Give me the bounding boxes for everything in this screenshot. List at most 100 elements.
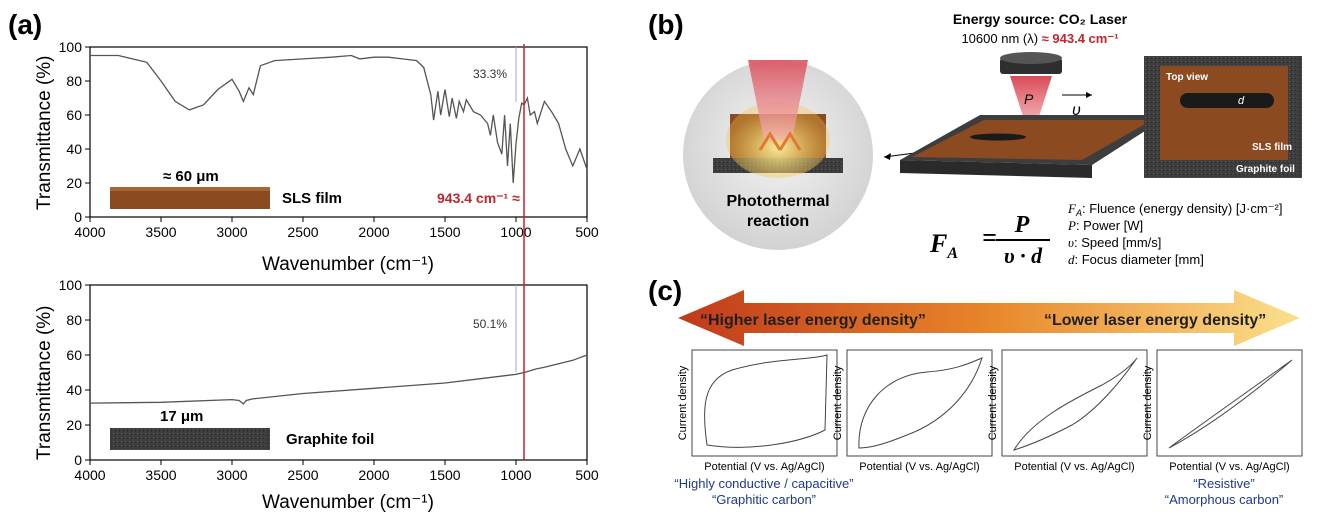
y-tick-label: 80: [66, 73, 82, 89]
gap-label-bottom: 50.1%: [473, 317, 507, 331]
fluence-equation: FA = P υ · d: [929, 212, 1050, 268]
series-line-graphite: [89, 354, 588, 405]
right-caption-1: “Resistive”: [1193, 476, 1254, 491]
sls-film-swatch: [110, 187, 270, 209]
cv-curve: [858, 357, 983, 449]
legend-entry: d: Focus diameter [mm]: [1068, 252, 1204, 267]
cv-frame: [846, 349, 993, 457]
cv-x-label: Potential (V vs. Ag/AgCl): [1014, 461, 1134, 473]
gap-label-top: 33.3%: [473, 67, 507, 81]
graphite-foil-swatch: [110, 428, 270, 450]
cv-subplot: Current density Potential (V vs. Ag/AgCl): [832, 349, 993, 473]
top-view-inset: Top view d SLS film Graphite foil: [1144, 56, 1302, 178]
x-tick-label: 500: [575, 467, 599, 483]
left-caption-1: “Highly conductive / capacitive”: [674, 476, 853, 491]
eq-numerator: P: [1014, 212, 1030, 238]
scale-label-sls: ≈ 60 μm: [163, 168, 219, 185]
energy-density-arrow: [678, 290, 1300, 346]
x-tick-label: 3500: [145, 224, 176, 240]
y-tick-label: 20: [66, 175, 82, 191]
left-caption-2: “Graphitic carbon”: [712, 492, 816, 507]
panel-label-b: (b): [648, 9, 684, 40]
photothermal-illustration: Photothermal reaction: [683, 60, 873, 250]
cv-curve: [1012, 357, 1138, 451]
x-axis-title-bottom: Wavenumber (cm⁻¹): [262, 492, 434, 512]
x-tick-label: 1000: [500, 224, 531, 240]
panel-label-c: (c): [648, 275, 682, 306]
inset-scribe: [1180, 93, 1274, 108]
y-ticks-bottom: 0 20 40 60 80 100: [59, 277, 90, 468]
laser-beam: [1010, 76, 1052, 132]
x-tick-label: 2500: [287, 224, 318, 240]
sls-film-highlight: [110, 187, 270, 191]
y-axis-title-bottom: Transmittance (%): [34, 306, 55, 461]
x-tick-label: 2000: [358, 467, 389, 483]
scale-label-graphite: 17 μm: [160, 408, 203, 425]
x-tick-label: 1000: [500, 467, 531, 483]
x-ticks-bottom: 4000 3500 3000 2500 2000 1500 1000 500: [74, 460, 599, 483]
x-ticks-top: 4000 3500 3000 2500 2000 1500 1000 500: [74, 217, 599, 240]
x-axis-title-top: Wavenumber (cm⁻¹): [262, 254, 434, 275]
sample-label-sls: SLS film: [282, 190, 342, 207]
energy-source-title: Energy source: CO₂ Laser: [953, 11, 1128, 27]
y-tick-label: 80: [66, 312, 82, 328]
cv-frame: [1156, 349, 1303, 457]
x-tick-label: 3000: [216, 224, 247, 240]
cv-y-label: Current density: [832, 365, 844, 440]
variable-legend: FA: Fluence (energy density) [J·cm⁻²]P: …: [1067, 201, 1282, 267]
y-tick-label: 0: [74, 452, 82, 468]
ftir-plot-sls: 4000 3500 3000 2500 2000 1500 1000 500 0 20 40 60 8…: [34, 39, 599, 275]
speed-arrow-head: [1086, 92, 1092, 98]
series-line-sls: [90, 54, 588, 184]
y-tick-label: 100: [59, 277, 83, 293]
eq-lhs: FA: [929, 229, 958, 262]
laser-head: P υ: [1000, 52, 1092, 132]
cv-x-label: Potential (V vs. Ag/AgCl): [859, 461, 979, 473]
laser-scribe-mark: [970, 133, 1026, 141]
wavelength-text: 10600 nm (λ) ≈ 943.4 cm⁻¹: [961, 31, 1118, 46]
stage-foil-side: [900, 160, 1092, 178]
laser-beam-zoom: [748, 60, 808, 140]
legend-entry: FA: Fluence (energy density) [J·cm⁻²]: [1067, 201, 1282, 218]
inset-film-label: SLS film: [1252, 142, 1292, 153]
power-symbol: P: [1024, 91, 1034, 107]
x-tick-label: 4000: [74, 467, 105, 483]
x-tick-label: 2500: [287, 467, 318, 483]
cv-frame: [1001, 349, 1148, 457]
cv-subplots: Current density Potential (V vs. Ag/AgCl)…: [677, 349, 1303, 473]
speed-symbol: υ: [1072, 102, 1081, 119]
cv-x-label: Potential (V vs. Ag/AgCl): [1169, 461, 1289, 473]
sample-stage: [900, 115, 1170, 178]
inset-foil-label: Graphite foil: [1236, 164, 1295, 175]
inset-title: Top view: [1166, 72, 1208, 83]
arrow-label-right: “Lower laser energy density”: [1044, 312, 1266, 329]
eq-denominator: υ · d: [1004, 243, 1043, 268]
laser-head-top: [1000, 52, 1062, 64]
cv-y-label: Current density: [987, 365, 999, 440]
x-tick-label: 1500: [429, 224, 460, 240]
reaction-label-2: reaction: [747, 213, 809, 230]
heat-arrows: [758, 131, 802, 151]
x-tick-label: 2000: [358, 224, 389, 240]
panel-label-a: (a): [8, 9, 42, 40]
sample-label-graphite: Graphite foil: [286, 431, 374, 448]
cv-curve: [704, 354, 828, 448]
cv-subplot: Current density Potential (V vs. Ag/AgCl): [987, 349, 1148, 473]
y-tick-label: 100: [59, 39, 83, 55]
plot-frame-top: [89, 46, 588, 218]
x-tick-label: 4000: [74, 224, 105, 240]
x-tick-label: 500: [575, 224, 599, 240]
cv-curve: [1168, 359, 1293, 449]
right-caption-2: “Amorphous carbon”: [1165, 492, 1284, 507]
y-tick-label: 20: [66, 417, 82, 433]
legend-entry: P: Power [W]: [1067, 218, 1143, 233]
stage-film: [912, 120, 1152, 160]
cv-y-label: Current density: [1142, 365, 1154, 440]
cv-subplot: Current density Potential (V vs. Ag/AgCl): [1142, 349, 1303, 473]
y-tick-label: 60: [66, 107, 82, 123]
cv-subplot: Current density Potential (V vs. Ag/AgCl): [677, 349, 838, 473]
y-tick-label: 40: [66, 141, 82, 157]
cv-y-label: Current density: [677, 365, 689, 440]
y-tick-label: 40: [66, 382, 82, 398]
